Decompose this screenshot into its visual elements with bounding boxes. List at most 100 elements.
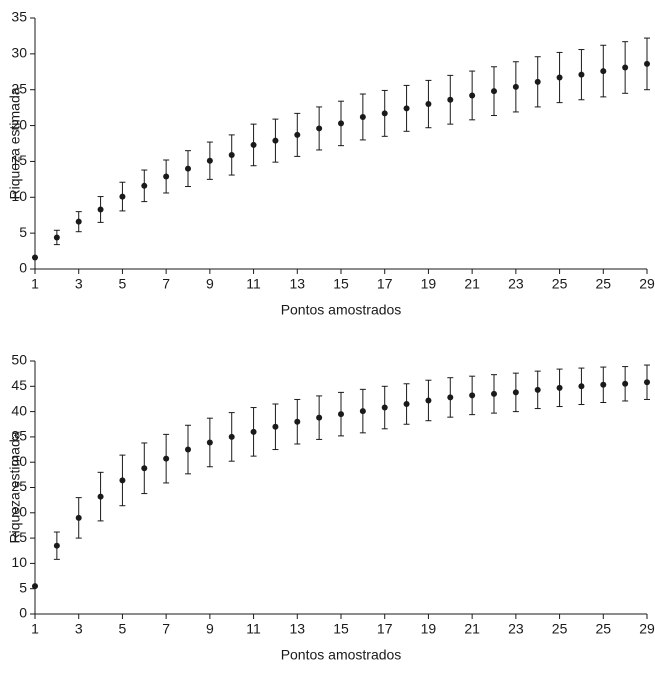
point [119, 193, 126, 200]
point [403, 401, 410, 408]
x-tick-label: 9 [206, 621, 214, 637]
point [447, 96, 454, 103]
x-axis-title: Pontos amostrados [281, 302, 402, 318]
point [381, 110, 388, 117]
y-tick-label: 5 [19, 224, 27, 240]
x-tick-label: 25 [552, 621, 568, 637]
x-tick-label: 7 [162, 276, 170, 292]
y-axis-title: Riqueza estimada [7, 431, 23, 543]
point [447, 394, 454, 401]
point [556, 74, 563, 81]
point [250, 428, 257, 435]
point [512, 83, 519, 90]
y-tick-label: 10 [11, 554, 27, 570]
y-tick-label: 0 [19, 260, 27, 276]
point [644, 60, 650, 67]
x-tick-label: 5 [119, 276, 127, 292]
x-tick-label: 3 [75, 621, 83, 637]
x-tick-label: 25 [595, 621, 611, 637]
y-tick-label: 25 [11, 478, 27, 494]
x-tick-label: 1 [31, 276, 39, 292]
point [600, 381, 607, 388]
point [556, 384, 563, 391]
point [359, 408, 366, 415]
point [534, 78, 541, 85]
point [425, 101, 432, 108]
point [294, 418, 301, 425]
point [622, 64, 629, 71]
point [32, 254, 38, 261]
x-tick-label: 15 [333, 276, 349, 292]
x-tick-label: 11 [246, 621, 261, 637]
y-tick-label: 15 [11, 152, 27, 168]
x-axis-title: Pontos amostrados [281, 647, 402, 663]
point [228, 433, 235, 440]
x-tick-label: 29 [639, 276, 655, 292]
x-tick-label: 5 [119, 621, 127, 637]
y-tick-label: 30 [11, 453, 27, 469]
point [53, 542, 60, 549]
point [75, 514, 82, 521]
point [206, 439, 213, 446]
x-tick-label: 23 [508, 276, 524, 292]
point [228, 151, 235, 158]
point [338, 411, 344, 418]
y-tick-label: 45 [11, 377, 27, 393]
point [185, 446, 191, 453]
point [644, 379, 650, 386]
y-tick-label: 0 [19, 605, 27, 621]
y-tick-label: 50 [11, 352, 27, 368]
point [272, 423, 279, 430]
y-tick-label: 35 [11, 9, 27, 25]
y-axis-title: Riqueza estimada [7, 87, 23, 199]
point [163, 173, 170, 180]
x-tick-label: 17 [377, 276, 393, 292]
point [206, 157, 213, 164]
point [97, 206, 104, 213]
point [53, 234, 60, 241]
x-tick-label: 21 [464, 276, 480, 292]
point [512, 389, 519, 396]
point [534, 386, 541, 393]
x-tick-label: 11 [246, 276, 261, 292]
point [469, 92, 476, 99]
y-tick-label: 15 [11, 529, 27, 545]
x-tick-label: 7 [162, 621, 170, 637]
x-tick-label: 21 [464, 621, 480, 637]
x-tick-label: 19 [421, 621, 437, 637]
point [32, 583, 38, 590]
point [141, 182, 148, 189]
point [316, 125, 323, 132]
point [381, 404, 388, 411]
point [272, 137, 279, 144]
y-tick-label: 10 [11, 188, 27, 204]
point [141, 465, 148, 472]
point [578, 71, 585, 78]
point [600, 68, 607, 75]
x-tick-label: 29 [639, 621, 655, 637]
x-tick-label: 15 [333, 621, 349, 637]
y-tick-label: 5 [19, 579, 27, 595]
point [163, 455, 170, 462]
y-tick-label: 20 [11, 504, 27, 520]
y-tick-label: 25 [11, 80, 27, 96]
x-tick-label: 13 [289, 276, 305, 292]
x-tick-label: 13 [289, 621, 305, 637]
point [294, 131, 301, 138]
point [491, 88, 497, 95]
x-tick-label: 17 [377, 621, 393, 637]
point [425, 397, 432, 404]
point [359, 113, 366, 120]
y-tick-label: 40 [11, 402, 27, 418]
point [491, 390, 497, 397]
point [622, 380, 629, 387]
x-tick-label: 25 [595, 276, 611, 292]
y-tick-label: 30 [11, 45, 27, 61]
x-tick-label: 19 [421, 276, 437, 292]
point [250, 141, 257, 148]
x-tick-label: 1 [31, 621, 39, 637]
x-tick-label: 25 [552, 276, 568, 292]
point [185, 165, 191, 172]
